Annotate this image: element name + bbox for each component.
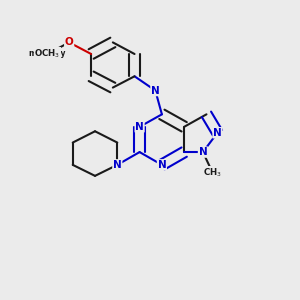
Text: N: N [213, 128, 222, 138]
Text: O: O [65, 38, 74, 47]
Text: CH$_3$: CH$_3$ [203, 166, 222, 178]
Text: OCH$_3$: OCH$_3$ [34, 48, 61, 60]
Text: N: N [158, 160, 166, 170]
Text: N: N [151, 85, 160, 96]
Text: N: N [199, 147, 207, 157]
Text: methoxy: methoxy [29, 50, 66, 58]
Text: N: N [135, 122, 144, 132]
Text: N: N [113, 160, 122, 170]
